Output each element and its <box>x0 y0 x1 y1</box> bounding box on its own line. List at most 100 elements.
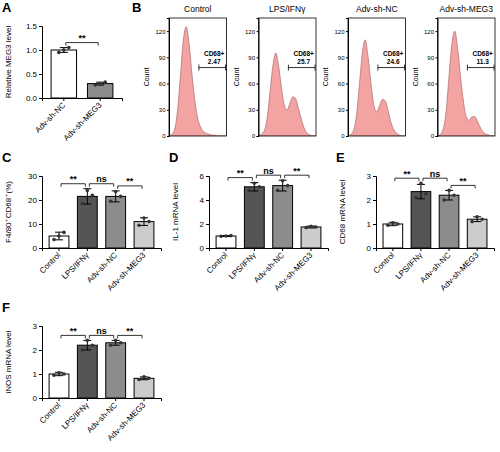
data-point <box>475 215 479 219</box>
error-cap <box>417 198 425 199</box>
tick-label: Adv-sh-MEG3 <box>439 250 481 292</box>
data-point <box>224 234 228 238</box>
tick-label: 0 <box>162 133 166 139</box>
tick-mark <box>39 26 42 27</box>
tick-label: 30 <box>159 107 166 113</box>
error-cap <box>55 232 63 233</box>
tick-label: 1 <box>33 370 38 379</box>
tick: 2 <box>367 196 376 205</box>
tick-mark <box>87 398 88 401</box>
error-cap <box>112 345 120 346</box>
subplot: 0306090120CountAdv-sh-NCCD68+24.6 <box>322 4 406 139</box>
tick: 0 <box>33 394 42 403</box>
tick-label: 1 <box>367 220 372 229</box>
tick-label: 60 <box>427 81 434 87</box>
tick-label: Adv-sh-MEG3 <box>106 400 148 442</box>
plot-area <box>438 31 496 136</box>
gate <box>467 65 494 71</box>
data-point <box>67 46 71 50</box>
tick-label: 0 <box>431 133 435 139</box>
error-cap <box>473 221 481 222</box>
tick: 0 <box>33 244 42 253</box>
tick-label: 30 <box>338 107 345 113</box>
axis-title: iNOS mRNA level <box>4 330 13 393</box>
tick-mark <box>257 84 259 85</box>
data-point <box>57 51 61 55</box>
tick: 120 <box>155 29 169 35</box>
tick-mark <box>257 110 259 111</box>
tick-mark <box>39 98 42 99</box>
error-cap <box>83 350 91 351</box>
data-point <box>103 80 107 84</box>
tick-mark <box>39 50 42 51</box>
plot-frame <box>348 18 406 136</box>
error-cap <box>55 239 63 240</box>
data-point <box>52 238 56 242</box>
data-point <box>114 339 118 343</box>
plot-area <box>49 339 154 398</box>
data-point <box>229 234 233 238</box>
axis: 0123 <box>33 322 43 403</box>
subplot: 0306090120CountControlCD68+2.47 <box>143 4 227 139</box>
tick: Control <box>372 248 397 275</box>
data-point <box>62 48 66 52</box>
histogram-area <box>438 31 496 136</box>
axis: 0246 <box>200 172 210 253</box>
tick-mark <box>311 248 312 251</box>
plot-area <box>383 181 487 248</box>
gate-label: CD68+ <box>293 50 314 57</box>
tick: 2 <box>200 220 209 229</box>
data-point <box>219 235 223 239</box>
bar <box>467 219 487 248</box>
axis: 0123 <box>367 172 377 253</box>
tick-mark <box>373 176 376 177</box>
tick-label: 1.5 <box>26 22 38 31</box>
data-point <box>391 221 395 225</box>
data-point <box>57 234 61 238</box>
histogram-area <box>259 53 317 136</box>
tick-label: 0 <box>33 244 38 253</box>
tick-mark <box>167 57 169 58</box>
axis-line <box>373 177 377 249</box>
error-cap <box>250 191 258 192</box>
tick: Adv-sh-NC <box>33 98 67 135</box>
significance-label: ** <box>78 33 86 43</box>
tick-label: 90 <box>427 55 434 61</box>
tick-mark <box>167 84 169 85</box>
axis-line <box>206 177 210 249</box>
significance-label: ** <box>70 326 78 336</box>
data-point <box>91 193 95 197</box>
significance-label: ** <box>403 169 411 179</box>
data-point <box>314 225 318 229</box>
data-point <box>142 375 146 379</box>
tick-mark <box>87 248 88 251</box>
tick-mark <box>39 398 42 399</box>
tick: 60 <box>248 81 258 87</box>
error-line <box>420 184 421 198</box>
tick-mark <box>39 74 42 75</box>
tick-label: Control <box>38 251 63 276</box>
axis: 0306090120 <box>245 19 259 140</box>
tick: 0.0 <box>26 94 42 103</box>
error-bar <box>83 189 91 204</box>
axis: 0.00.51.01.5 <box>26 22 43 103</box>
tick: 0.5 <box>26 70 42 79</box>
panel-label: E <box>336 150 345 165</box>
tick-label: 60 <box>159 81 166 87</box>
bar <box>106 196 126 248</box>
tick: Adv-sh-MEG3 <box>106 398 148 443</box>
tick-mark <box>39 200 42 201</box>
tick-mark <box>436 84 438 85</box>
subplot: 0306090120CountLPS/IFNγCD68+25.7 <box>233 4 317 139</box>
tick-label: 0 <box>252 133 256 139</box>
data-point <box>480 217 484 221</box>
tick-mark <box>346 110 348 111</box>
panel-label: F <box>2 300 10 315</box>
tick-label: 0.0 <box>26 94 38 103</box>
axis-line <box>210 249 329 252</box>
data-point <box>414 196 418 200</box>
axis: ControlLPS/IFNγAdv-sh-NCAdv-sh-MEG3 <box>372 248 495 293</box>
significance-label: ** <box>70 174 78 184</box>
bar <box>87 84 112 98</box>
tick-mark <box>477 248 478 251</box>
